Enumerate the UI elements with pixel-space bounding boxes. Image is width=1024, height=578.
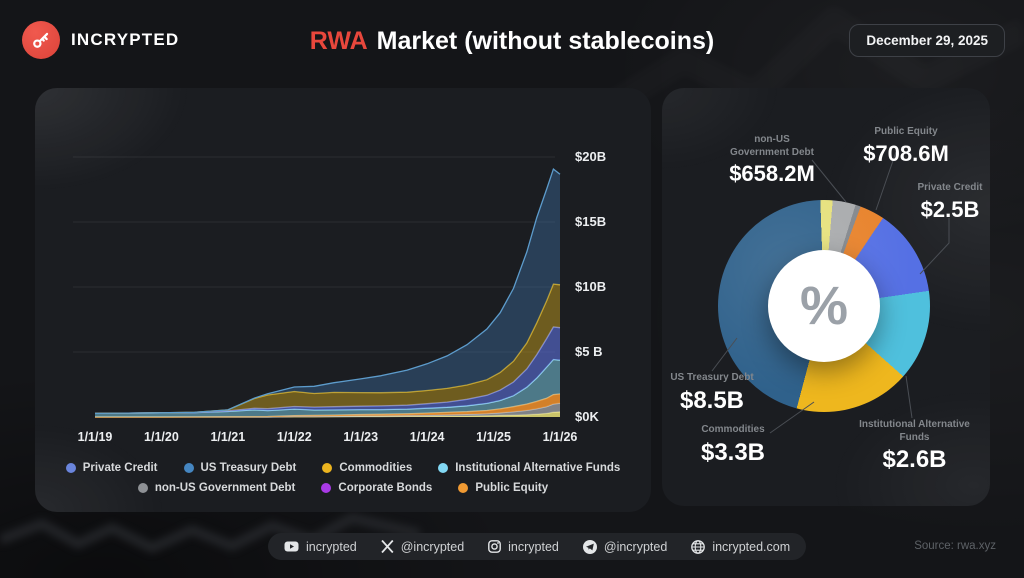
legend-item-corporate-bonds: Corporate Bonds	[321, 482, 432, 494]
callout-label: Institutional Alternative Funds	[859, 419, 970, 443]
legend-dot-icon	[137, 483, 148, 493]
x-tick-label: 1/1/24	[409, 430, 445, 444]
date-badge: December 29, 2025	[849, 24, 1005, 57]
legend-dot-icon	[322, 463, 333, 473]
legend-item-institutional-alternative-funds: Institutional Alternative Funds	[438, 462, 620, 474]
x-tick-label: 1/1/26	[542, 430, 578, 444]
y-tick-label: $0K	[575, 409, 599, 424]
callout-label: Public Equity	[874, 126, 938, 137]
social-handle: @incrypted	[603, 539, 668, 554]
callout-non-us-government-debt: non-US Government Debt $658.2M	[726, 134, 818, 187]
title-accent: RWA	[309, 27, 368, 55]
chart-legend-row-1: Private Credit US Treasury Debt Commoditie…	[35, 462, 651, 474]
title-rest: Market (without stablecoins)	[376, 27, 715, 55]
donut-chart: %	[718, 200, 930, 412]
stacked-area-chart	[73, 156, 561, 418]
callout-value: $2.6B	[882, 446, 947, 473]
x-icon	[381, 540, 394, 553]
social-link-youtube[interactable]: incrypted	[284, 540, 357, 554]
social-link-globe[interactable]: incrypted.com	[691, 540, 790, 554]
social-link-instagram[interactable]: incrypted	[488, 540, 559, 554]
x-tick-label: 1/1/22	[276, 430, 312, 444]
callout-value: $8.5B	[679, 386, 745, 414]
legend-dot-icon	[65, 463, 76, 473]
chart-legend-row-2: non-US Government Debt Corporate Bonds Pub…	[35, 482, 651, 494]
x-tick-label: 1/1/25	[476, 430, 511, 444]
legend-dot-icon	[458, 483, 469, 493]
social-link-telegram[interactable]: @incrypted	[582, 539, 668, 554]
area-series-us-treasury-debt	[95, 169, 560, 414]
telegram-icon	[582, 539, 597, 554]
pie-chart-panel: % non-US Government Debt $658.2M Public …	[662, 88, 990, 506]
globe-icon	[691, 539, 706, 554]
callout-commodities: Commodities $3.3B	[683, 424, 783, 467]
callout-value: $658.2M	[729, 161, 815, 186]
percent-icon: %	[768, 250, 880, 362]
x-tick-label: 1/1/21	[210, 430, 246, 444]
social-handle: @incrypted	[400, 539, 465, 554]
callout-value: $708.6M	[863, 140, 949, 166]
callout-label: Commodities	[701, 424, 765, 435]
callout-private-credit: Private Credit $2.5B	[900, 182, 1000, 223]
brand-logo: INCRYPTED	[22, 21, 179, 59]
callout-us-treasury-debt: US Treasury Debt $8.5B	[664, 372, 760, 415]
area-series-corporate-bonds	[95, 411, 560, 417]
legend-item-private-credit: Private Credit	[65, 462, 158, 474]
legend-item-commodities: Commodities	[322, 462, 412, 474]
callout-label: non-US Government Debt	[730, 134, 814, 158]
x-tick-label: 1/1/23	[343, 430, 379, 444]
brand-name: INCRYPTED	[71, 30, 180, 49]
legend-item-us-treasury-debt: US Treasury Debt	[183, 462, 296, 474]
area-chart-panel: $20B $15B $10B $5 B $0K 1/1/19 1/1/20 1/1/21 1/…	[35, 88, 651, 512]
y-tick-label: $5 B	[575, 344, 603, 359]
callout-value: $3.3B	[700, 438, 766, 466]
social-handle: incrypted	[508, 539, 559, 554]
y-tick-label: $15B	[575, 214, 607, 229]
social-link-x[interactable]: @incrypted	[381, 540, 464, 554]
page-title: RWA Market (without stablecoins)	[310, 27, 714, 56]
callout-value: $2.5B	[920, 196, 980, 222]
legend-item-public-equity: Public Equity	[458, 482, 548, 494]
youtube-icon	[284, 540, 299, 553]
callout-institutional-alternative-funds: Institutional Alternative Funds $2.6B	[852, 419, 977, 474]
header: INCRYPTED RWA Market (without stablecoins…	[0, 0, 1024, 78]
social-handle: incrypted	[306, 539, 357, 554]
legend-item-non-us-government-debt: non-US Government Debt	[137, 482, 295, 494]
legend-dot-icon	[183, 463, 194, 473]
social-handle: incrypted.com	[712, 539, 791, 554]
key-logo-icon	[22, 21, 60, 59]
instagram-icon	[488, 540, 502, 553]
legend-dot-icon	[438, 463, 449, 473]
y-tick-label: $20B	[575, 149, 607, 164]
x-tick-label: 1/1/19	[77, 430, 113, 444]
callout-label: Private Credit	[917, 182, 983, 193]
footer-social-bar: incrypted @incrypted incrypted @incrypted in…	[268, 533, 807, 560]
source-label: Source: rwa.xyz	[914, 540, 996, 552]
callout-label: US Treasury Debt	[670, 372, 754, 383]
legend-dot-icon	[321, 483, 332, 493]
y-tick-label: $10B	[575, 279, 607, 294]
x-tick-label: 1/1/20	[144, 430, 179, 444]
callout-public-equity: Public Equity $708.6M	[856, 126, 956, 167]
